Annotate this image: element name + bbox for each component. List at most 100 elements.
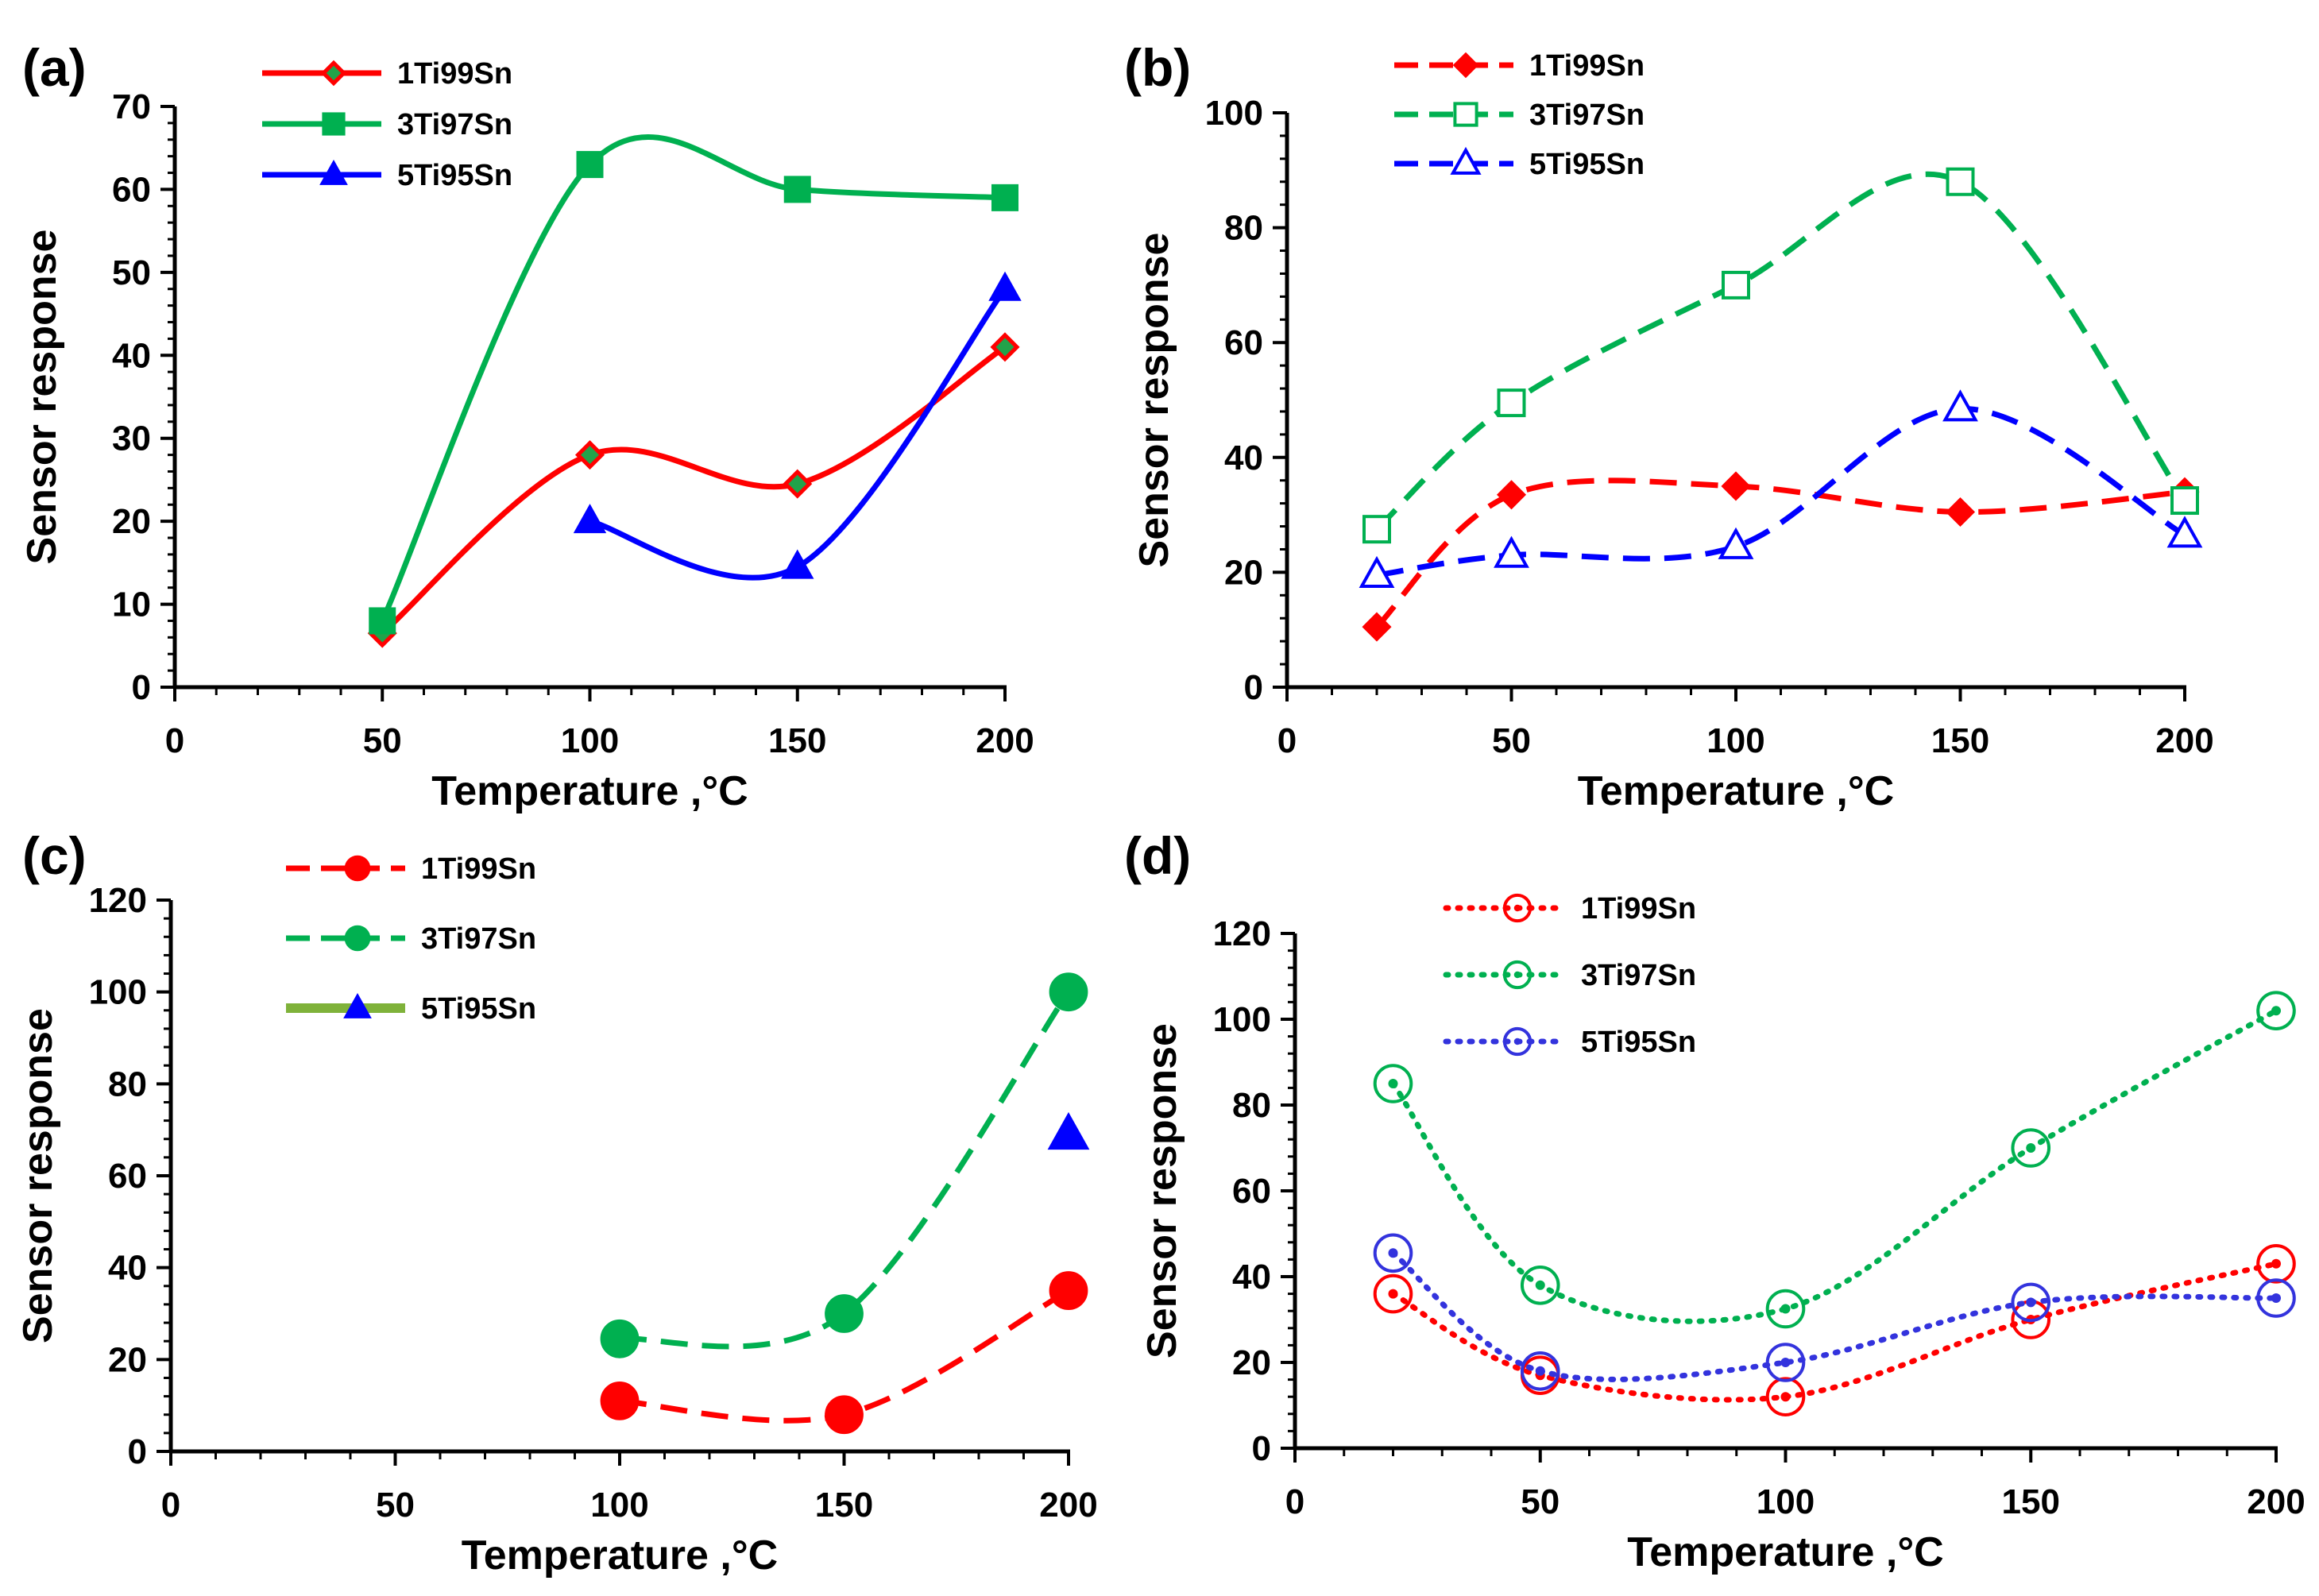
series-line-5Ti95Sn: [589, 287, 1007, 581]
y-tick-label: 80: [108, 1065, 147, 1103]
legend: 1Ti99Sn 3Ti97Sn 5Ti95Sn: [1443, 892, 1696, 1059]
legend-label: 3Ti97Sn: [397, 108, 512, 141]
data-point-5Ti95Sn-200: [1047, 1111, 1090, 1150]
data-point-3Ti97Sn-50-dot: [1535, 1280, 1545, 1290]
data-point-5Ti95Sn-150: [2011, 1282, 2051, 1323]
data-point-3Ti97Sn-100: [576, 151, 604, 179]
data-point-3Ti97Sn-150: [1946, 167, 1975, 196]
data-point-3Ti97Sn-100-dot: [1780, 1304, 1791, 1314]
data-point-1Ti99Sn-100: [600, 1381, 640, 1420]
x-tick-label: 0: [165, 721, 184, 760]
data-point-3Ti97Sn-100: [1722, 270, 1750, 299]
y-tick-label: 60: [108, 1157, 147, 1196]
data-point-3Ti97Sn-50: [1497, 388, 1526, 418]
x-tick-label: 50: [1492, 721, 1531, 760]
data-point-5Ti95Sn-200: [2256, 1278, 2296, 1318]
series-line-3Ti97Sn: [380, 134, 1006, 622]
series-5Ti95Sn: [1359, 389, 2203, 589]
x-tick-label: 200: [1039, 1486, 1097, 1525]
y-tick-label: 60: [1224, 323, 1263, 362]
data-point-1Ti99Sn-200: [1049, 1271, 1088, 1310]
data-point-3Ti97Sn-150: [2011, 1128, 2051, 1168]
data-point-1Ti99Sn-150: [1945, 497, 1976, 527]
panel-label: (c): [22, 826, 87, 885]
data-point-3Ti97Sn-200: [2170, 486, 2199, 516]
data-point-1Ti99Sn-150: [783, 469, 813, 499]
data-point-3Ti97Sn-50: [1520, 1266, 1560, 1305]
legend-label: 5Ti95Sn: [1581, 1026, 1696, 1059]
series-3Ti97Sn: [1362, 167, 2199, 544]
data-point-3Ti97Sn-20-dot: [1388, 1079, 1398, 1088]
series-3Ti97Sn: [600, 972, 1088, 1358]
x-tick-label: 150: [2002, 1482, 2060, 1521]
legend-label: 1Ti99Sn: [397, 57, 512, 91]
y-tick-label: 70: [112, 87, 151, 126]
legend-marker-1Ti99Sn: [1502, 893, 1532, 923]
x-tick-label: 50: [363, 721, 402, 760]
data-point-3Ti97Sn-150: [783, 176, 811, 203]
y-tick-label: 10: [112, 585, 151, 624]
data-point-5Ti95Sn-20: [1373, 1233, 1413, 1273]
data-point-3Ti97Sn-20: [1373, 1064, 1413, 1103]
legend-label: 1Ti99Sn: [1529, 49, 1645, 83]
legend-marker-1Ti99Sn: [344, 855, 371, 882]
legend-marker-3Ti97Sn: [1502, 960, 1532, 990]
data-point-5Ti95Sn-100: [1718, 527, 1754, 559]
y-tick-label: 80: [1224, 209, 1263, 248]
y-tick-label: 80: [1232, 1086, 1271, 1125]
x-tick-label: 200: [2155, 721, 2213, 760]
y-tick-label: 40: [1232, 1258, 1271, 1297]
data-point-1Ti99Sn-200-dot: [2271, 1258, 2281, 1269]
legend-label: 5Ti95Sn: [397, 159, 512, 192]
y-tick-label: 0: [132, 668, 151, 707]
legend: 1Ti99Sn 3Ti97Sn 5Ti95Sn: [262, 57, 512, 192]
data-point-1Ti99Sn-20-dot: [1388, 1289, 1398, 1299]
y-tick-label: 60: [1232, 1172, 1271, 1211]
y-tick-label: 40: [1224, 439, 1263, 477]
data-point-1Ti99Sn-200: [2256, 1244, 2296, 1284]
data-point-5Ti95Sn-200-dot: [2271, 1293, 2281, 1303]
series-3Ti97Sn: [369, 134, 1018, 635]
legend-marker-5Ti95Sn: [319, 159, 348, 185]
legend-marker-1Ti99Sn: [1452, 52, 1479, 79]
legend-label: 3Ti97Sn: [1581, 959, 1696, 992]
data-point-3Ti97Sn-50: [369, 607, 396, 635]
panel-a: (a) 0 10 20 30 40 50 60 70 0 50 100 150 200 Temperatur…: [19, 38, 1034, 814]
series-1Ti99Sn: [367, 332, 1020, 648]
legend-marker-3Ti97Sn: [1453, 102, 1478, 127]
y-tick-label: 100: [89, 973, 147, 1012]
data-point-3Ti97Sn-100: [600, 1319, 640, 1358]
y-tick-label: 30: [112, 419, 151, 458]
series-line-3Ti97Sn: [619, 990, 1071, 1350]
legend-label: 3Ti97Sn: [1529, 99, 1645, 132]
data-point-1Ti99Sn-20: [1373, 1273, 1413, 1314]
data-point-1Ti99Sn-200: [990, 332, 1020, 362]
y-axis-title: Sensor response: [19, 230, 65, 565]
series-line-1Ti99Sn: [380, 344, 1007, 636]
x-tick-label: 200: [976, 721, 1034, 760]
data-point-5Ti95Sn-50: [1494, 535, 1529, 568]
x-tick-label: 150: [815, 1486, 873, 1525]
data-point-1Ti99Sn-20: [1362, 612, 1392, 642]
data-point-5Ti95Sn-20-dot: [1388, 1248, 1398, 1258]
legend-marker-3Ti97Sn: [322, 112, 346, 136]
x-axis-title: Temperature ,°C: [1578, 768, 1894, 814]
series-5Ti95Sn: [1047, 1111, 1090, 1150]
y-tick-label: 20: [112, 502, 151, 541]
x-tick-label: 200: [2247, 1482, 2305, 1521]
series-line-5Ti95Sn: [1376, 405, 2186, 578]
x-tick-label: 100: [590, 1486, 648, 1525]
x-tick-label: 0: [1277, 721, 1297, 760]
y-tick-label: 60: [112, 170, 151, 209]
data-point-3Ti97Sn-200: [991, 184, 1018, 211]
data-point-5Ti95Sn-200: [988, 271, 1022, 301]
x-axis-title: Temperature ,°C: [462, 1532, 778, 1579]
legend-marker-3Ti97Sn-dot: [1513, 971, 1521, 979]
legend: 1Ti99Sn 3Ti97Sn 5Ti95Sn: [286, 852, 536, 1026]
legend-marker-1Ti99Sn-dot: [1513, 904, 1521, 912]
series-3Ti97Sn: [1373, 991, 2296, 1329]
legend-marker-3Ti97Sn: [344, 925, 371, 952]
panel-label: (d): [1124, 826, 1191, 885]
data-point-3Ti97Sn-200-dot: [2271, 1006, 2281, 1016]
